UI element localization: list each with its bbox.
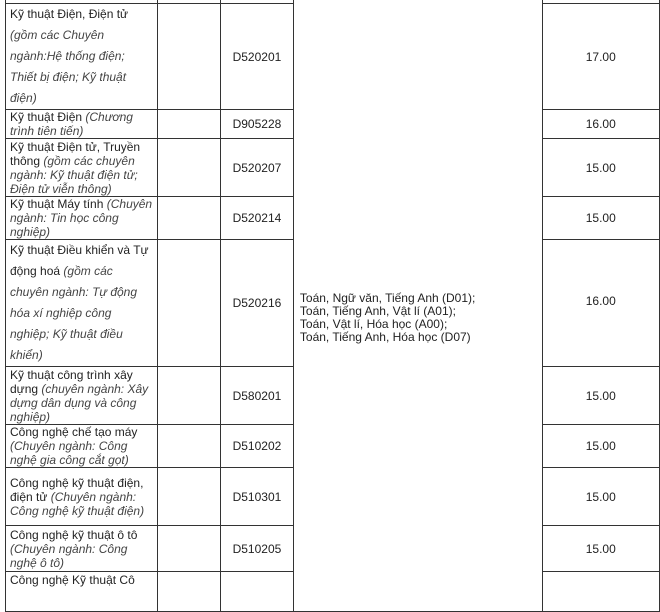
table-row: Kỹ thuật công trình xây dựng (chuyên ngà… xyxy=(4,366,660,425)
combo-a01: Toán, Tiếng Anh, Vật lí (A01); xyxy=(299,303,456,318)
score: 15.00 xyxy=(541,525,660,572)
score: 16.00 xyxy=(541,109,660,139)
table-row: Kỹ thuật Điện tử, Truyền thông (gồm các … xyxy=(4,138,660,197)
major-name-cell: Kỹ thuật Máy tính (Chuyên ngành: Tin học… xyxy=(4,196,159,240)
score: 15.00 xyxy=(541,366,660,425)
major-name-cell: Kỹ thuật Điều khiển và Tự động hoá (gồm … xyxy=(4,239,159,367)
table-row: Công nghệ chế tạo máy (Chuyên ngành: Côn… xyxy=(4,424,660,468)
table-row: Kỹ thuật Điều khiển và Tự động hoá (gồm … xyxy=(4,239,660,367)
major-name-cell: Công nghệ kỹ thuật ô tô (Chuyên ngành: C… xyxy=(4,525,159,572)
major-code: D520201 xyxy=(220,3,294,110)
score: 15.00 xyxy=(541,138,660,197)
major-name-cell: Kỹ thuật Điện tử, Truyền thông (gồm các … xyxy=(4,138,159,197)
score: 15.00 xyxy=(541,196,660,240)
major-name-cell: Công nghệ Kỹ thuật Cô xyxy=(4,571,159,612)
table-row-stub: Toán, Ngữ văn, Tiếng Anh (D01); Toán, Ti… xyxy=(4,0,660,612)
combo-d07: Toán, Tiếng Anh, Hóa học (D07) xyxy=(299,329,471,344)
major-code: D510205 xyxy=(220,525,294,572)
combo-d01: Toán, Ngữ văn, Tiếng Anh (D01); xyxy=(299,290,476,305)
major-name-cell: Kỹ thuật công trình xây dựng (chuyên ngà… xyxy=(4,366,159,425)
major-name-cell: Công nghệ kỹ thuật điện, điện tử (Chuyên… xyxy=(4,467,159,526)
score: 15.00 xyxy=(541,424,660,468)
admission-scores-table: Toán, Ngữ văn, Tiếng Anh (D01); Toán, Ti… xyxy=(4,0,660,612)
major-name-cell: Công nghệ chế tạo máy (Chuyên ngành: Côn… xyxy=(4,424,159,468)
major-code: D905228 xyxy=(220,109,294,139)
major-code: D580201 xyxy=(220,366,294,425)
table-row: Kỹ thuật Điện, Điện tử (gồm các Chuyên n… xyxy=(4,3,660,110)
major-code: D510301 xyxy=(220,467,294,526)
score: 17.00 xyxy=(541,3,660,110)
major-name-cell: Kỹ thuật Điện, Điện tử (gồm các Chuyên n… xyxy=(4,3,159,110)
subject-combinations-cell: Toán, Ngữ văn, Tiếng Anh (D01); Toán, Ti… xyxy=(292,0,543,612)
table-row: Kỹ thuật Điện (Chương trình tiên tiến) D… xyxy=(4,109,660,139)
major-code: D510202 xyxy=(220,424,294,468)
major-code: D520216 xyxy=(220,239,294,367)
major-name-cell: Kỹ thuật Điện (Chương trình tiên tiến) xyxy=(4,109,159,139)
major-code: D520214 xyxy=(220,196,294,240)
major-code: D520207 xyxy=(220,138,294,197)
score: 15.00 xyxy=(541,467,660,526)
combo-a00: Toán, Vật lí, Hóa học (A00); xyxy=(299,316,448,331)
score: 16.00 xyxy=(541,239,660,367)
table-row: Kỹ thuật Máy tính (Chuyên ngành: Tin học… xyxy=(4,196,660,240)
